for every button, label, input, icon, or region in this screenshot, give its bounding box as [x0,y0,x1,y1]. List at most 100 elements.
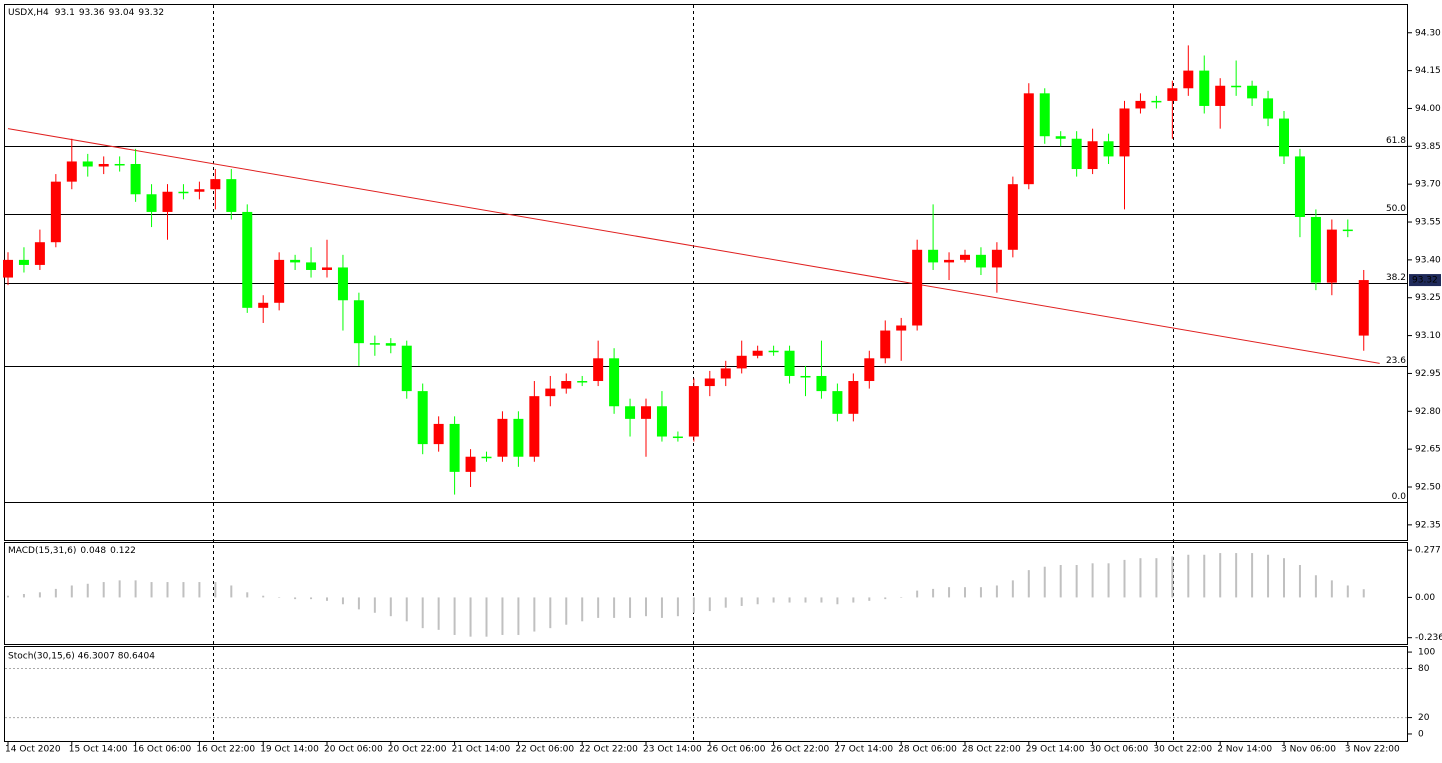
header: USDX,H4 93.1 93.36 93.04 93.32 [8,8,164,18]
candle-body [1326,229,1337,283]
macd-bar [389,597,392,617]
macd-bar [1330,580,1333,598]
macd-bar [1251,553,1254,598]
macd-panel [4,542,1408,645]
candle-body [944,259,955,263]
ohlc-low: 93.04 [109,8,135,18]
candle-body [832,391,843,414]
macd-bar [1298,565,1301,598]
macd-bar [469,597,472,637]
macd-bar [485,597,488,637]
macd-bar [581,597,584,622]
macd-bar [1075,565,1078,598]
y-tick-label: 94.00 [1415,104,1441,114]
candle-body [1263,98,1274,119]
y-tick-label: 94.30 [1415,28,1441,38]
y-tick-label: 92.50 [1415,483,1441,493]
candle-body [960,254,970,260]
candle-body [848,381,859,414]
candle-body [816,375,827,392]
macd-bar [533,597,536,632]
macd-bar [118,580,121,598]
candle-body [991,249,1002,268]
candle-body [1342,229,1353,232]
x-tick-label: 23 Oct 14:00 [643,745,702,755]
candle-body [274,259,285,303]
candle-body [1119,108,1130,157]
candle-body [433,423,444,445]
macd-bar [1235,553,1238,598]
macd-bar [1314,575,1317,598]
macd-bar [932,588,935,598]
x-tick-label: 20 Oct 06:00 [324,745,383,755]
fib-label: 38.2 [1386,273,1406,283]
macd-bar [501,597,504,635]
candle-body [449,423,460,472]
candle-body [1358,280,1369,336]
candle-body [896,325,907,331]
x-tick-label: 2 Nov 14:00 [1217,745,1272,755]
y-tick-label: 93.25 [1415,293,1441,303]
candle-body [1103,141,1114,157]
x-tick-label: 22 Oct 22:00 [579,745,638,755]
ohlc-high: 93.36 [79,8,105,18]
macd-bar [86,583,89,598]
macd-bar [405,597,408,622]
candle-body [242,211,253,308]
macd-bar [740,597,743,606]
candle-body [210,179,221,190]
candle-body [577,381,588,383]
candle-body [146,194,157,212]
candle-body [98,163,109,167]
stoch-title: Stoch(30,15,6) 46.3007 80.6404 [8,652,155,662]
candle-body [322,267,332,270]
macd-bar [964,587,966,598]
macd-bar [948,587,951,598]
x-tick-label: 16 Oct 06:00 [133,745,192,755]
y-tick-label: 92.95 [1415,369,1441,379]
macd-bar [198,582,201,598]
x-tick-label: 22 Oct 06:00 [515,745,574,755]
macd-bar [437,597,440,630]
macd-bar [102,582,105,598]
x-tick-label: 30 Oct 22:00 [1153,745,1212,755]
candle-body [353,300,364,344]
candle-body [752,350,763,356]
candle-body [1167,88,1178,101]
candle-body [481,456,492,459]
candle-body [975,254,986,268]
y-tick-label: 93.85 [1415,142,1441,152]
candle-body [800,375,811,378]
candle-body [625,406,636,419]
ohlc-close: 93.32 [138,8,164,18]
candle-body [545,388,556,397]
macd-bar [884,597,887,600]
macd-bar [772,597,775,603]
x-tick-label: 29 Oct 14:00 [1026,745,1085,755]
fib-label: 50.0 [1386,204,1406,214]
candle-body [337,267,348,301]
y-tick-label: 92.80 [1415,407,1441,417]
candle-body [258,302,269,308]
macd-bar [230,585,233,598]
macd-tick-label: 0.277 [1415,546,1441,556]
x-tick-label: 26 Oct 06:00 [707,745,766,755]
candle-body [1199,70,1210,106]
macd-bar [54,588,57,598]
x-tick-label: 28 Oct 22:00 [962,745,1021,755]
candle-body [513,418,524,457]
candle-body [720,368,731,379]
macd-bar [453,597,456,635]
y-tick-label: 92.35 [1415,520,1441,530]
candle-body [1247,85,1258,99]
stoch-tick-label: 80 [1418,664,1430,674]
candle-body [1183,70,1194,89]
x-tick-label: 19 Oct 14:00 [260,745,319,755]
macd-bar [1059,565,1062,598]
candle-body [1071,138,1082,170]
candle-body [34,242,45,265]
candle-body [417,391,428,445]
candle-body [1310,216,1321,283]
macd-bar [1203,554,1206,598]
